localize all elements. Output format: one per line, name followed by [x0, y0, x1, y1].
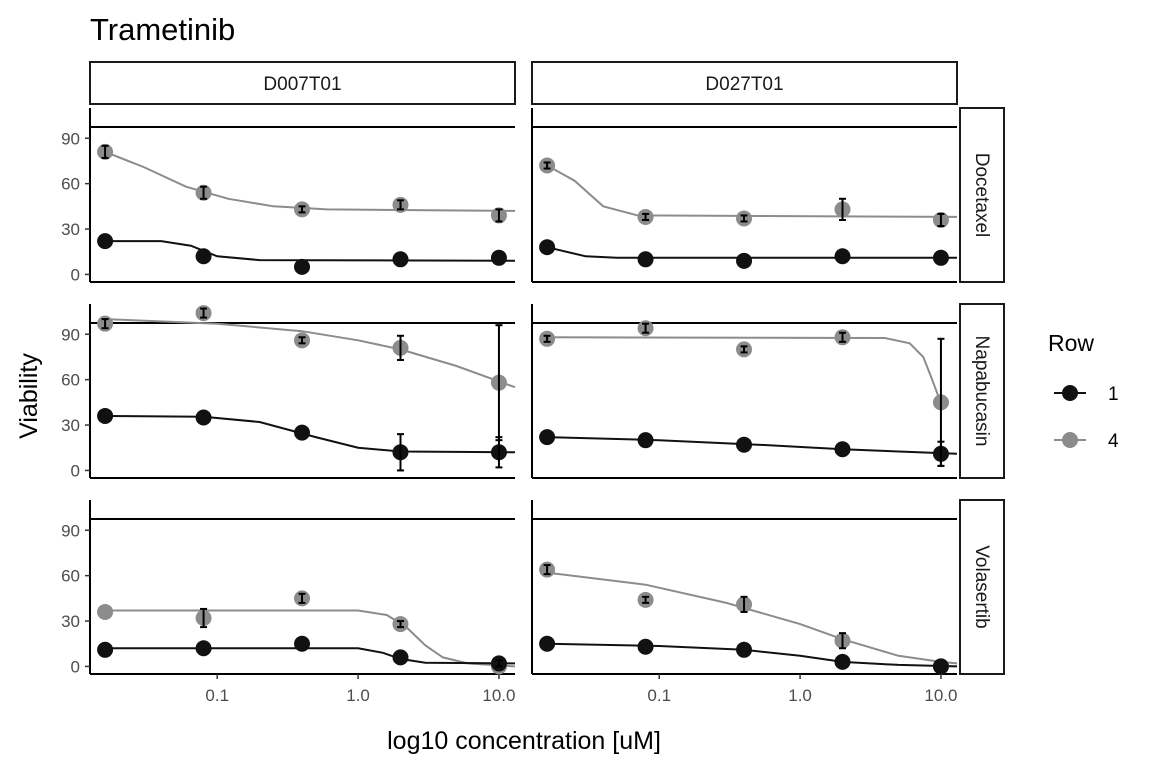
data-point-row-1 — [97, 233, 114, 250]
row-strip-label: Volasertib — [971, 545, 992, 628]
fit-curve-row-4 — [105, 609, 516, 668]
x-axis-title: log10 concentration [uM] — [387, 727, 661, 755]
y-tick-label: 30 — [61, 220, 80, 239]
data-point-row-1 — [932, 658, 949, 675]
x-tick-label: 10.0 — [482, 686, 515, 705]
y-tick-label: 60 — [61, 371, 80, 390]
column-strip-label: D007T01 — [263, 74, 341, 95]
y-tick-label: 90 — [61, 325, 80, 344]
fit-curve-row-4 — [547, 336, 942, 403]
fit-curve-row-1 — [546, 246, 957, 259]
row-strip — [959, 107, 1005, 283]
fit-curve-row-4 — [105, 318, 516, 389]
fit-curve-row-4 — [104, 150, 516, 212]
y-axis-title: Viability — [15, 353, 43, 439]
legend-label: 4 — [1108, 431, 1119, 452]
y-tick-label: 90 — [61, 129, 80, 148]
fit-curve-row-1 — [547, 436, 958, 455]
fit-curve-row-1 — [105, 647, 516, 665]
data-point-row-1 — [195, 409, 212, 426]
data-point-row-1 — [294, 424, 311, 441]
data-point-row-1 — [539, 635, 556, 652]
x-tick-label: 0.1 — [205, 686, 229, 705]
data-point-row-1 — [490, 249, 507, 266]
y-tick-label: 30 — [61, 612, 80, 631]
data-point-row-1 — [637, 251, 654, 268]
data-point-row-1 — [637, 432, 654, 449]
legend-key-point — [1062, 432, 1078, 448]
x-tick-label: 10.0 — [924, 686, 957, 705]
row-strip — [959, 499, 1005, 675]
column-strip — [531, 61, 958, 105]
data-point-row-1 — [294, 635, 311, 652]
x-tick-label: 1.0 — [788, 686, 812, 705]
fit-curve-row-1 — [547, 642, 958, 668]
y-tick-label: 0 — [71, 265, 80, 284]
data-point-row-1 — [294, 258, 311, 275]
column-strip — [89, 61, 516, 105]
row-strip-label: Docetaxel — [971, 153, 992, 238]
y-tick-label: 60 — [61, 567, 80, 586]
data-point-row-1 — [195, 248, 212, 265]
legend-key-point — [1062, 385, 1078, 401]
chart-title: Trametinib — [90, 12, 235, 47]
fit-curve-row-1 — [105, 240, 516, 262]
data-point-row-1 — [736, 436, 753, 453]
data-point-row-1 — [736, 252, 753, 269]
y-tick-label: 90 — [61, 521, 80, 540]
y-tick-label: 60 — [61, 175, 80, 194]
data-point-row-1 — [932, 249, 949, 266]
data-point-row-1 — [97, 641, 114, 658]
y-tick-label: 30 — [61, 416, 80, 435]
legend-title: Row — [1048, 330, 1094, 356]
data-point-row-1 — [195, 640, 212, 657]
fit-curve-row-1 — [105, 415, 516, 454]
column-strip-label: D027T01 — [705, 74, 783, 95]
data-point-row-1 — [637, 638, 654, 655]
y-tick-label: 0 — [71, 657, 80, 676]
data-point-row-1 — [539, 239, 556, 256]
x-tick-label: 1.0 — [346, 686, 370, 705]
legend: Row 1 4 — [1048, 330, 1119, 452]
data-point-row-1 — [539, 429, 556, 446]
x-tick-label: 0.1 — [647, 686, 671, 705]
fit-curve-row-4 — [546, 164, 958, 218]
data-point-row-1 — [392, 649, 409, 666]
data-point-row-4 — [97, 603, 114, 620]
legend-label: 1 — [1108, 384, 1119, 405]
data-point-row-1 — [834, 653, 851, 670]
data-point-row-1 — [392, 251, 409, 268]
data-point-row-1 — [97, 407, 114, 424]
facet-panels: D007T01 D027T01 Docetaxel Napabucasin Volase… — [61, 61, 1005, 705]
row-strip — [959, 303, 1005, 479]
data-point-row-1 — [834, 248, 851, 265]
row-strip-label: Napabucasin — [971, 336, 992, 447]
data-point-row-1 — [834, 441, 851, 458]
y-tick-label: 0 — [71, 461, 80, 480]
data-point-row-1 — [736, 641, 753, 658]
fit-curve-row-4 — [546, 571, 958, 665]
